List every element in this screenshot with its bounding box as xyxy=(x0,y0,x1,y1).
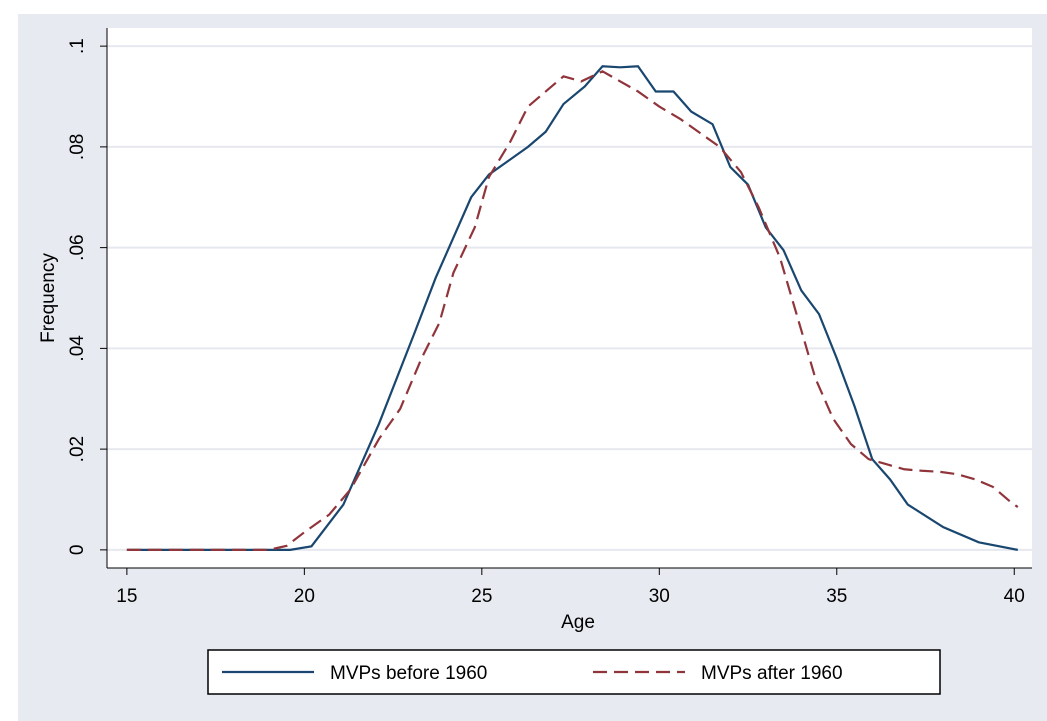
y-tick-label: .1 xyxy=(67,38,88,54)
y-tick-label: 0 xyxy=(67,545,88,556)
x-tick-label: 30 xyxy=(649,586,670,607)
y-tick-label: .08 xyxy=(67,134,88,160)
legend-label: MVPs before 1960 xyxy=(330,663,487,684)
y-axis-title: Frequency xyxy=(38,253,59,343)
x-tick-label: 35 xyxy=(826,586,847,607)
legend-label: MVPs after 1960 xyxy=(701,663,843,684)
legend-box xyxy=(207,649,941,695)
series-line xyxy=(126,65,1019,551)
y-tick-label: .04 xyxy=(67,335,88,362)
x-axis-title: Age xyxy=(561,612,595,633)
y-tick-label: .02 xyxy=(67,436,88,462)
plot-area xyxy=(107,28,1032,568)
x-tick-label: 25 xyxy=(471,586,492,607)
x-tick-label: 20 xyxy=(294,586,315,607)
series-line xyxy=(126,70,1019,551)
x-tick-label: 40 xyxy=(1004,586,1025,607)
y-tick-label: .06 xyxy=(67,234,88,260)
x-tick-label: 15 xyxy=(116,586,137,607)
